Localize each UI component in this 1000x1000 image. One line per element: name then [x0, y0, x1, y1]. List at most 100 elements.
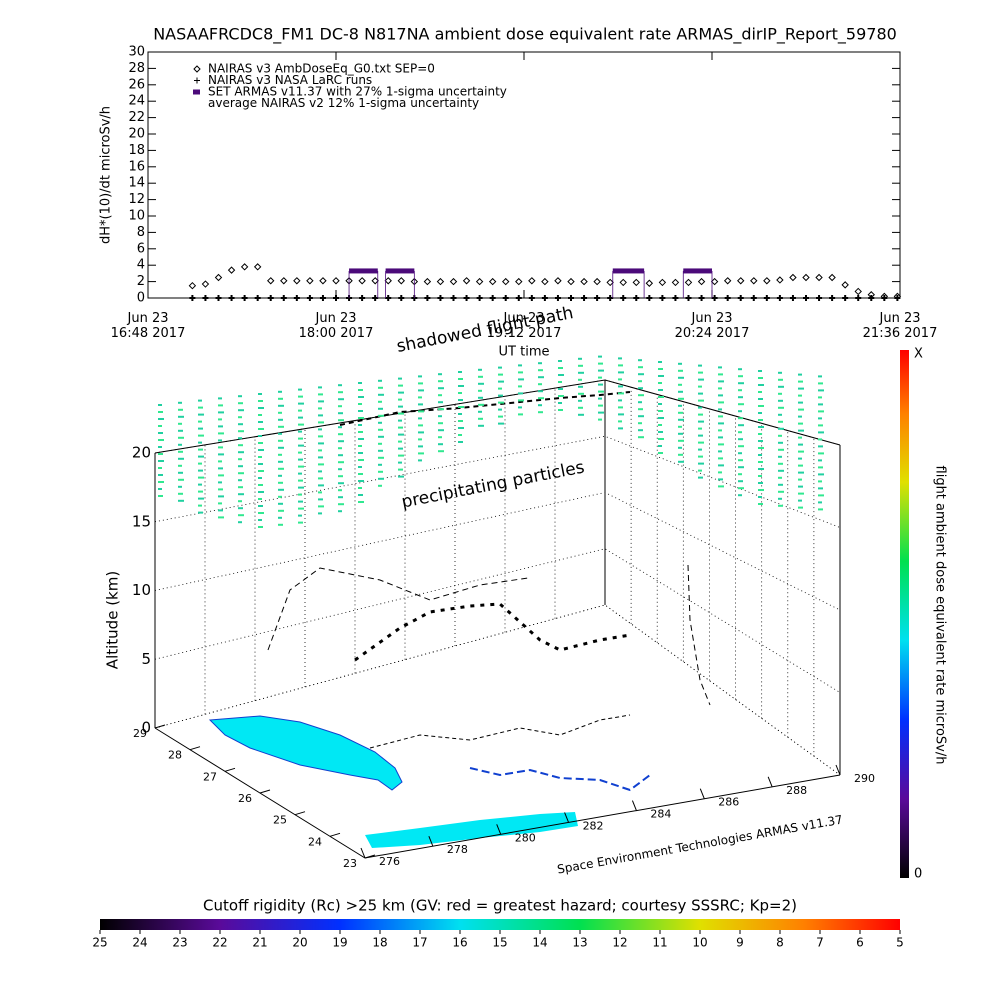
marker — [450, 295, 457, 301]
y-tick-label: 18 — [128, 143, 145, 158]
y-tick-label: 30 — [128, 45, 145, 60]
marker — [829, 295, 836, 301]
y-tick-label: 26 — [128, 77, 145, 92]
marker — [437, 295, 444, 301]
marker — [620, 295, 627, 301]
colorbar-tick-label: 9 — [736, 936, 744, 950]
x-tick — [496, 824, 502, 835]
colorbar-tick-label: 14 — [532, 936, 547, 950]
cutoff-colorbar — [100, 919, 900, 930]
marker — [659, 295, 666, 301]
scene-3d: shadowed flight path precipitating parti… — [104, 303, 876, 876]
legend-label: NAIRAS v3 NASA LaRC runs — [208, 73, 372, 87]
marker — [881, 295, 888, 301]
dose-colorbar-label: flight ambient dose equivalent rate micr… — [933, 466, 948, 765]
y-tick-label: 28 — [128, 61, 145, 76]
marker — [816, 295, 823, 301]
marker — [750, 295, 757, 301]
x-tick-label: Jun 23 16:48 2017 — [111, 311, 186, 341]
marker — [568, 295, 574, 301]
x-tick — [360, 847, 366, 859]
y-tick-label: 24 — [128, 94, 145, 109]
legend-symbol — [193, 65, 201, 73]
colorbar-tick-label: 20 — [292, 936, 307, 950]
marker — [776, 276, 784, 284]
y-tick — [294, 811, 306, 816]
marker — [280, 295, 287, 301]
y-tick-label: 2 — [137, 274, 145, 289]
y-tick — [259, 789, 271, 794]
marker — [763, 277, 771, 285]
marker — [685, 295, 692, 301]
legend-label: average NAIRAS v2 12% 1-sigma uncertaint… — [208, 96, 479, 110]
marker — [462, 277, 471, 285]
marker — [489, 295, 496, 301]
y-tick-label: 6 — [137, 241, 145, 256]
marker — [502, 295, 509, 301]
marker — [384, 277, 392, 285]
y-tick-label: 20 — [128, 127, 145, 142]
marker — [855, 295, 862, 301]
y-tick-label: 8 — [137, 225, 145, 240]
x-tick-label: Jun 23 19:12 2017 — [487, 311, 562, 341]
annotation: precipitating particles — [400, 457, 586, 512]
marker — [267, 277, 275, 285]
marker — [750, 277, 758, 285]
grid-line — [154, 548, 841, 693]
colorbar-tick-label: 7 — [816, 936, 824, 950]
marker — [723, 277, 732, 285]
marker — [658, 278, 667, 287]
marker — [215, 295, 222, 301]
marker — [358, 277, 366, 285]
y-tick-label: 4 — [137, 258, 145, 273]
marker — [319, 295, 326, 301]
x-axis-label: UT time — [499, 345, 550, 360]
lat-tick-label: 28 — [168, 749, 182, 762]
dose-colorbar-tick: X — [914, 347, 923, 362]
marker — [306, 295, 313, 301]
marker — [711, 295, 718, 301]
x-tick — [631, 800, 637, 811]
marker — [398, 295, 405, 301]
marker — [789, 273, 797, 282]
marker — [359, 295, 366, 301]
flight-path-top — [339, 391, 631, 426]
marker — [593, 277, 601, 286]
marker — [567, 277, 575, 286]
islands — [469, 767, 651, 792]
marker — [475, 277, 484, 286]
lon-tick-label: 284 — [650, 808, 671, 821]
y-tick-label: 0 — [137, 291, 145, 306]
flight-path-ground — [369, 714, 631, 749]
marker — [332, 277, 340, 285]
armas-bar — [349, 268, 378, 274]
marker — [371, 277, 379, 285]
marker — [828, 273, 836, 282]
lat-tick-label: 27 — [203, 770, 217, 783]
flight-path — [354, 602, 631, 662]
marker — [842, 295, 849, 301]
marker — [841, 281, 849, 289]
y-tick — [189, 746, 201, 751]
x-tick — [835, 764, 841, 776]
armas-bar — [612, 268, 645, 274]
armas-bar — [385, 268, 415, 274]
marker — [581, 295, 588, 301]
marker — [697, 277, 706, 286]
marker — [476, 295, 483, 301]
colorbar-tick-label: 13 — [572, 936, 587, 950]
marker — [645, 279, 654, 287]
colorbar-tick-label: 23 — [172, 936, 187, 950]
lon-tick-label: 280 — [515, 831, 536, 844]
marker — [254, 295, 261, 301]
x-tick — [564, 812, 570, 823]
marker — [528, 295, 535, 301]
x-tick-label: Jun 23 18:00 2017 — [299, 311, 374, 341]
grid-line — [154, 435, 841, 528]
colorbar-tick-label: 8 — [776, 936, 784, 950]
marker — [684, 278, 693, 287]
marker — [554, 295, 561, 301]
marker — [672, 295, 679, 301]
marker — [488, 277, 497, 286]
y-tick-label: 14 — [128, 176, 145, 191]
